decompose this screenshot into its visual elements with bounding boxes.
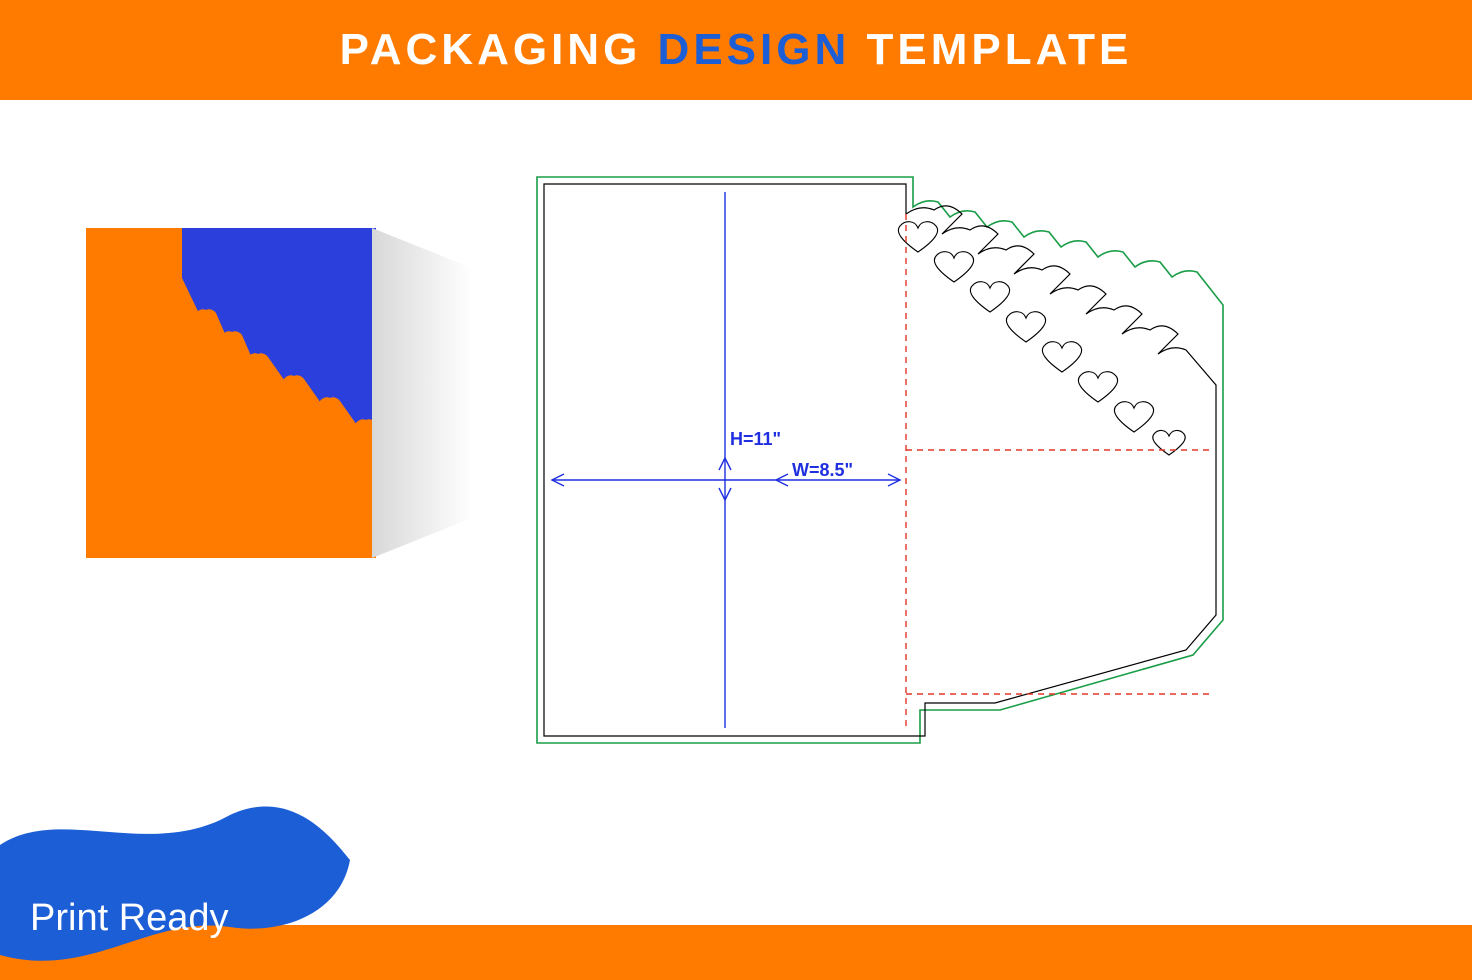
preview-folded xyxy=(86,228,376,558)
header-title: PACKAGING DESIGN TEMPLATE xyxy=(340,25,1133,75)
preview-shadow xyxy=(372,228,472,558)
footer-label: Print Ready xyxy=(30,897,229,940)
footer-badge xyxy=(0,805,350,980)
dieline-safety-outline xyxy=(537,177,1223,743)
dieline-fold-lines xyxy=(906,214,1210,728)
dieline-height-label: H=11" xyxy=(730,429,781,449)
dieline-width-label: W=8.5" xyxy=(792,460,853,480)
header-word-3: TEMPLATE xyxy=(866,25,1132,74)
dieline-cut-outline xyxy=(544,184,1216,736)
header-band: PACKAGING DESIGN TEMPLATE xyxy=(0,0,1472,100)
header-word-2: DESIGN xyxy=(658,25,851,74)
dieline-diagram: H=11" W=8.5" xyxy=(530,170,1230,750)
header-word-1: PACKAGING xyxy=(340,25,642,74)
dieline-heart-cutouts xyxy=(898,222,1185,455)
